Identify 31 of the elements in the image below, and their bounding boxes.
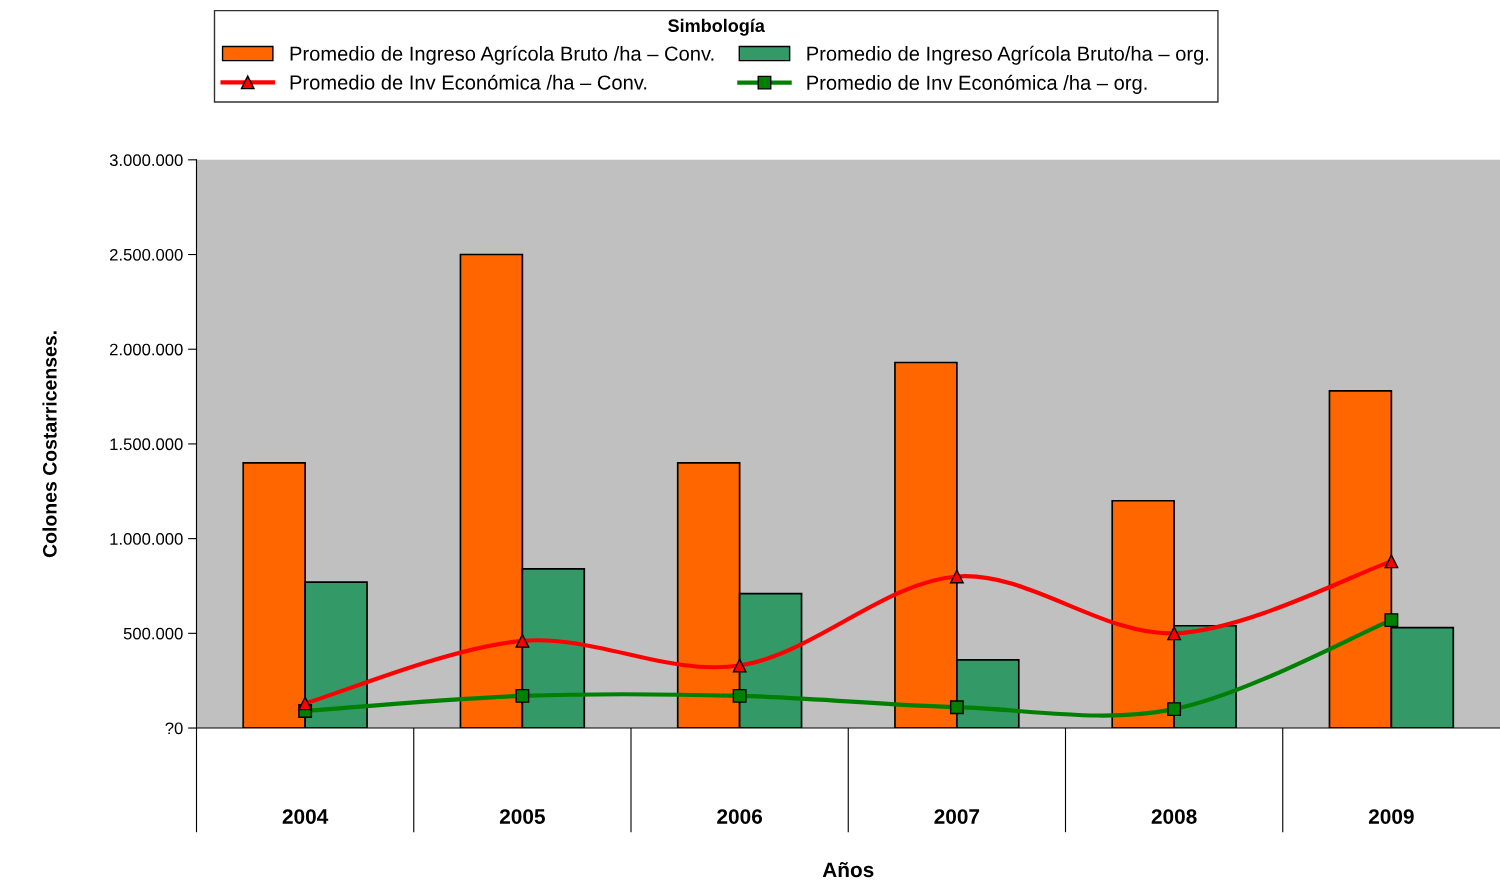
legend-title: Simbología bbox=[668, 18, 765, 36]
y-tick-label: 2.000.000 bbox=[110, 343, 183, 356]
y-tick-label: 3.000.000 bbox=[109, 154, 183, 167]
legend-label: Promedio de Ingreso Agrícola Bruto/ha – org. bbox=[807, 45, 1209, 65]
x-tick-label: 2004 bbox=[282, 809, 329, 824]
point bbox=[298, 696, 313, 711]
point bbox=[1167, 702, 1182, 717]
point bbox=[1384, 613, 1399, 628]
x-tick-label: 2008 bbox=[1151, 809, 1197, 824]
point bbox=[949, 569, 964, 584]
x-axis-title: Años bbox=[822, 862, 874, 878]
y-axis-title: Colones Costarricenses. bbox=[42, 331, 57, 558]
point bbox=[732, 688, 747, 703]
y-tick-label: 1.000.000 bbox=[110, 533, 183, 545]
x-tick-label: 2009 bbox=[1368, 809, 1414, 824]
y-tick-label: 1.500.000 bbox=[110, 438, 183, 451]
legend-label: Promedio de Inv Económica /ha – org. bbox=[807, 74, 1147, 94]
point bbox=[732, 658, 747, 673]
point bbox=[515, 633, 530, 648]
y-tick-label: 2.500.000 bbox=[110, 248, 183, 261]
point bbox=[949, 700, 964, 715]
point bbox=[1167, 626, 1182, 641]
x-tick-label: 2007 bbox=[934, 809, 980, 824]
point bbox=[515, 688, 530, 703]
legend-label: Promedio de Inv Económica /ha – Conv. bbox=[290, 74, 647, 90]
y-tick-label: 500.000 bbox=[123, 627, 183, 640]
legend-label: Promedio de Ingreso Agrícola Bruto /ha – Conv. bbox=[290, 45, 714, 65]
y-tick-label: ?0 bbox=[165, 722, 183, 735]
x-tick-label: 2006 bbox=[717, 809, 763, 824]
point bbox=[1384, 554, 1399, 569]
x-tick-label: 2005 bbox=[499, 809, 545, 824]
